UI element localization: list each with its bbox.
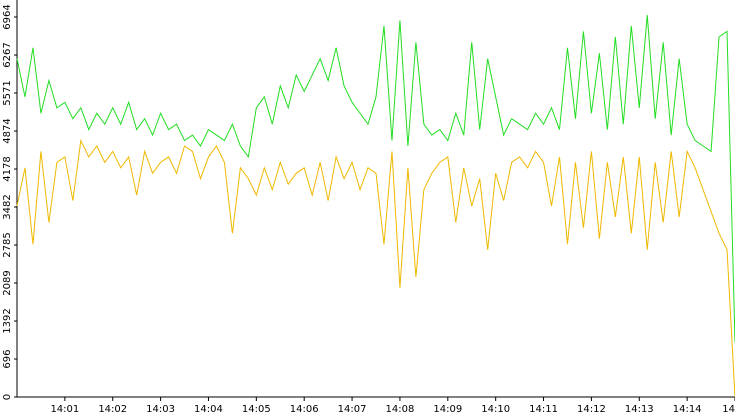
y-tick-label: 6964 — [2, 4, 13, 29]
x-tick-label: 14:09 — [433, 404, 462, 415]
x-tick-label: 14:14 — [673, 404, 702, 415]
x-tick-label: 14:05 — [242, 404, 271, 415]
x-tick-label: 14:03 — [146, 404, 175, 415]
y-tick-label: 696 — [2, 349, 13, 368]
x-tick-label: 14:04 — [194, 404, 223, 415]
y-tick-label: 2089 — [2, 270, 13, 295]
x-tick-label: 14:11 — [529, 404, 558, 415]
y-tick-label: 2785 — [2, 232, 13, 257]
x-tick-label: 14 — [722, 404, 735, 415]
x-tick-label: 14:08 — [386, 404, 415, 415]
series-line — [16, 14, 735, 343]
x-tick-label: 14:10 — [481, 404, 510, 415]
y-tick-label: 4874 — [2, 118, 13, 143]
y-tick-label: 3482 — [2, 194, 13, 219]
x-tick-label: 14:07 — [338, 404, 367, 415]
y-tick-label: 5571 — [2, 80, 13, 105]
x-tick-label: 14:12 — [577, 404, 606, 415]
y-tick-label: 4178 — [2, 156, 13, 181]
x-tick-label: 14:13 — [625, 404, 654, 415]
x-tick-label: 14:02 — [98, 404, 127, 415]
y-tick-label: 1392 — [2, 308, 13, 333]
y-tick-label: 0 — [2, 394, 13, 400]
x-tick-label: 14:06 — [290, 404, 319, 415]
y-tick-label: 6267 — [2, 42, 13, 67]
x-tick-label: 14:01 — [50, 404, 79, 415]
series-line — [16, 138, 735, 398]
